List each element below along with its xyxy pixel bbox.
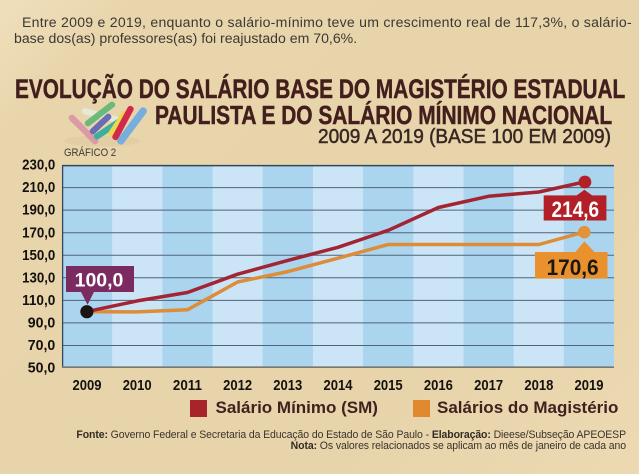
svg-text:2017: 2017	[474, 377, 503, 394]
svg-text:2009: 2009	[73, 377, 102, 394]
svg-text:2019: 2019	[575, 377, 604, 394]
svg-text:2013: 2013	[273, 377, 302, 394]
svg-text:110,0: 110,0	[22, 292, 55, 309]
svg-text:170,6: 170,6	[547, 255, 599, 280]
svg-text:210,0: 210,0	[22, 179, 55, 196]
svg-text:150,0: 150,0	[22, 247, 55, 264]
svg-text:50,0: 50,0	[28, 360, 56, 377]
svg-text:2014: 2014	[324, 377, 353, 394]
svg-text:70,0: 70,0	[28, 337, 56, 354]
svg-text:2011: 2011	[173, 377, 202, 394]
svg-text:90,0: 90,0	[28, 315, 56, 332]
svg-text:170,0: 170,0	[22, 224, 55, 241]
svg-text:100,0: 100,0	[75, 270, 124, 292]
svg-text:214,6: 214,6	[552, 197, 600, 222]
svg-text:2012: 2012	[223, 377, 252, 394]
svg-text:130,0: 130,0	[22, 269, 55, 286]
svg-text:2018: 2018	[524, 377, 553, 394]
svg-text:190,0: 190,0	[22, 202, 55, 219]
svg-text:2016: 2016	[424, 377, 453, 394]
svg-text:2015: 2015	[374, 377, 403, 394]
svg-text:2010: 2010	[123, 377, 152, 394]
svg-text:230,0: 230,0	[22, 157, 55, 174]
